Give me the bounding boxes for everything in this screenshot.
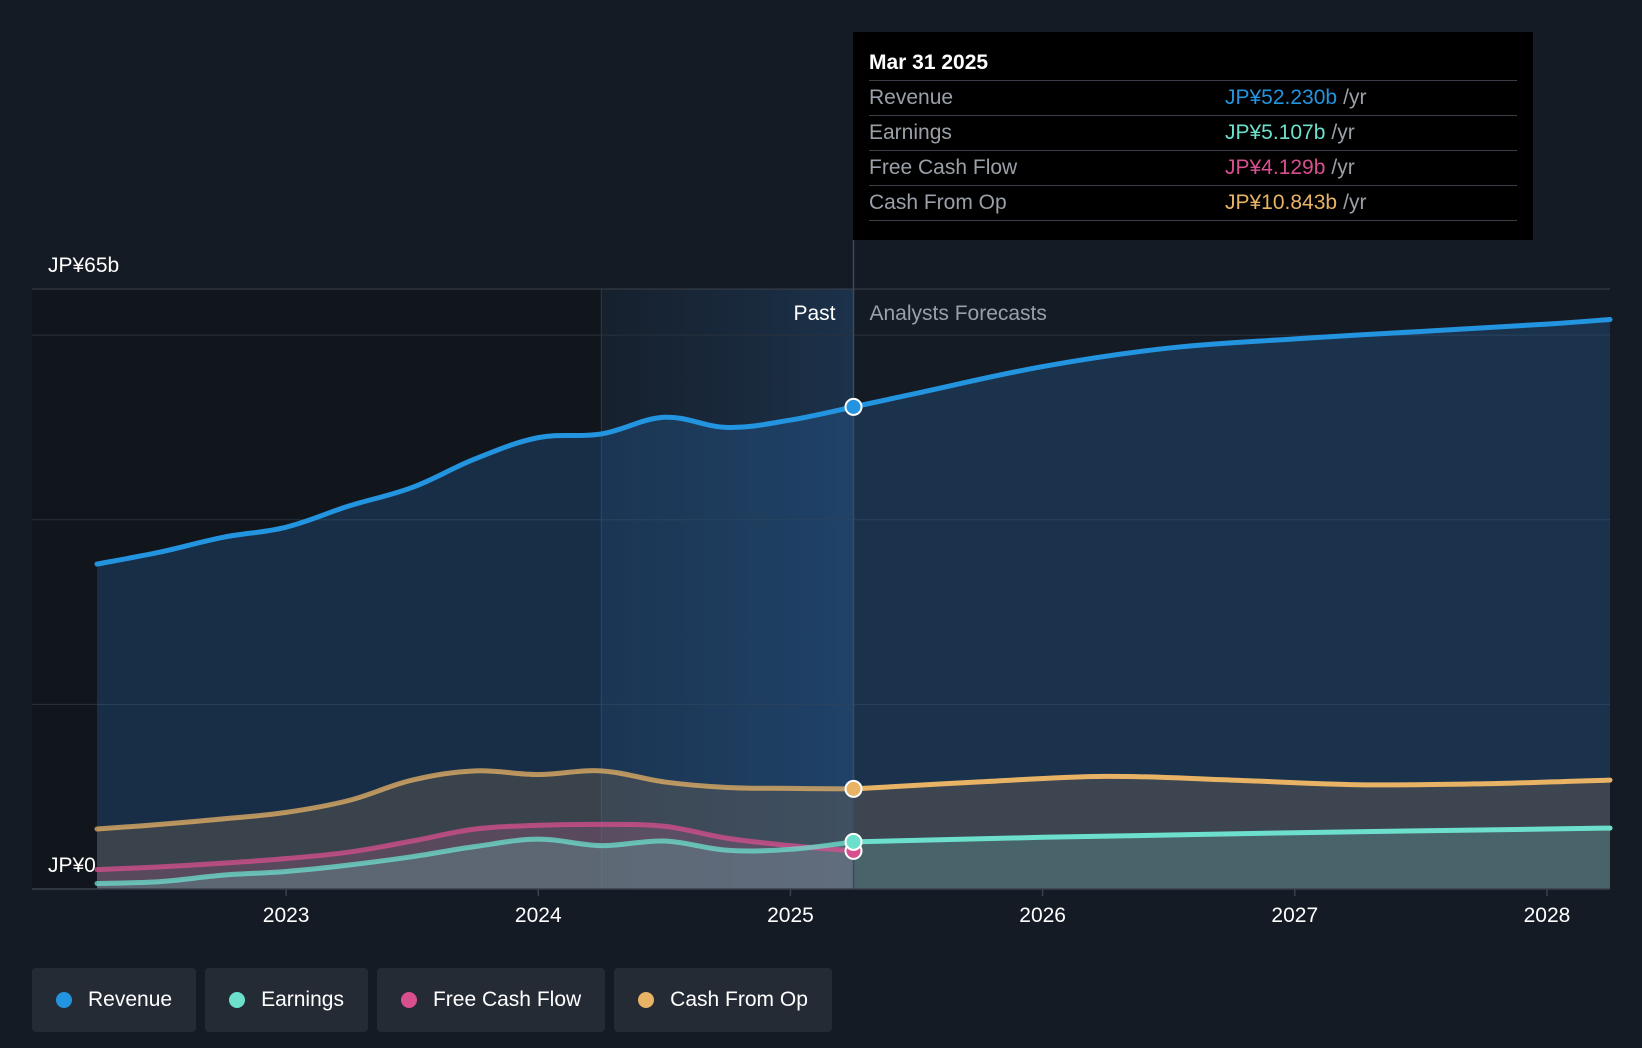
series-line-cash-from-op bbox=[94, 768, 856, 832]
x-axis-tick-label: 2024 bbox=[515, 904, 562, 927]
tooltip-row-cash-from-op: Cash From Op JP¥10.843b /yr bbox=[869, 186, 1517, 221]
legend-item-cash-from-op[interactable]: Cash From Op bbox=[614, 968, 832, 1032]
tooltip-date: Mar 31 2025 bbox=[869, 46, 1517, 81]
tooltip-label: Revenue bbox=[869, 86, 954, 109]
x-axis-tick-label: 2026 bbox=[1019, 904, 1066, 927]
legend-label: Cash From Op bbox=[670, 988, 808, 1011]
tooltip-value: JP¥4.129b bbox=[1225, 156, 1326, 179]
tooltip-row-free-cash-flow: Free Cash Flow JP¥4.129b /yr bbox=[869, 151, 1517, 186]
forecast-label: Analysts Forecasts bbox=[870, 302, 1047, 325]
x-axis-tick-label: 2025 bbox=[767, 904, 814, 927]
legend-label: Earnings bbox=[261, 988, 344, 1011]
legend-dot-icon bbox=[400, 992, 417, 1008]
series-marker-revenue bbox=[844, 397, 863, 416]
series-marker-earnings bbox=[844, 832, 863, 851]
x-axis-tick-label: 2028 bbox=[1524, 904, 1571, 927]
x-axis-tick-label: 2023 bbox=[263, 904, 310, 927]
series-line-revenue bbox=[94, 404, 856, 567]
tooltip-unit: /yr bbox=[1343, 86, 1367, 109]
tooltip-unit: /yr bbox=[1331, 121, 1355, 144]
legend-dot-icon bbox=[229, 992, 246, 1008]
tooltip-label: Cash From Op bbox=[869, 191, 1007, 214]
tooltip-value: JP¥10.843b bbox=[1225, 191, 1338, 214]
data-tooltip: Mar 31 2025 Revenue JP¥52.230b /yr Earni… bbox=[853, 32, 1533, 240]
past-label: Past bbox=[793, 302, 835, 325]
legend-item-earnings[interactable]: Earnings bbox=[205, 968, 368, 1032]
legend-item-revenue[interactable]: Revenue bbox=[32, 968, 197, 1032]
chart-legend: Revenue Earnings Free Cash Flow Cash Fro… bbox=[32, 968, 832, 1032]
tooltip-value: JP¥52.230b bbox=[1225, 86, 1338, 109]
tooltip-row-revenue: Revenue JP¥52.230b /yr bbox=[869, 81, 1517, 116]
tooltip-row-earnings: Earnings JP¥5.107b /yr bbox=[869, 116, 1517, 151]
series-line-free-cash-flow bbox=[94, 821, 856, 873]
legend-item-free-cash-flow[interactable]: Free Cash Flow bbox=[376, 968, 606, 1032]
tooltip-label: Free Cash Flow bbox=[869, 156, 1018, 179]
tooltip-label: Earnings bbox=[869, 121, 952, 144]
y-axis-label-top: JP¥65b bbox=[48, 254, 119, 277]
tooltip-unit: /yr bbox=[1343, 191, 1367, 214]
y-axis-label-zero: JP¥0 bbox=[48, 854, 96, 877]
financial-chart: JP¥65b JP¥0 Past Analysts Forecasts 2023 2024… bbox=[32, 240, 1613, 927]
legend-label: Revenue bbox=[88, 988, 173, 1011]
x-axis-tick-label: 2027 bbox=[1271, 904, 1318, 927]
series-forecast-line-revenue bbox=[851, 316, 1613, 410]
tooltip-value: JP¥5.107b bbox=[1225, 121, 1326, 144]
legend-label: Free Cash Flow bbox=[432, 988, 582, 1011]
series-forecast-line-earnings bbox=[851, 825, 1613, 845]
legend-dot-icon bbox=[638, 992, 655, 1008]
tooltip-unit: /yr bbox=[1331, 156, 1355, 179]
series-forecast-line-cash-from-op bbox=[851, 773, 1613, 792]
legend-dot-icon bbox=[56, 992, 72, 1008]
series-marker-cash-from-op bbox=[844, 779, 863, 798]
series-line-earnings bbox=[94, 836, 856, 886]
